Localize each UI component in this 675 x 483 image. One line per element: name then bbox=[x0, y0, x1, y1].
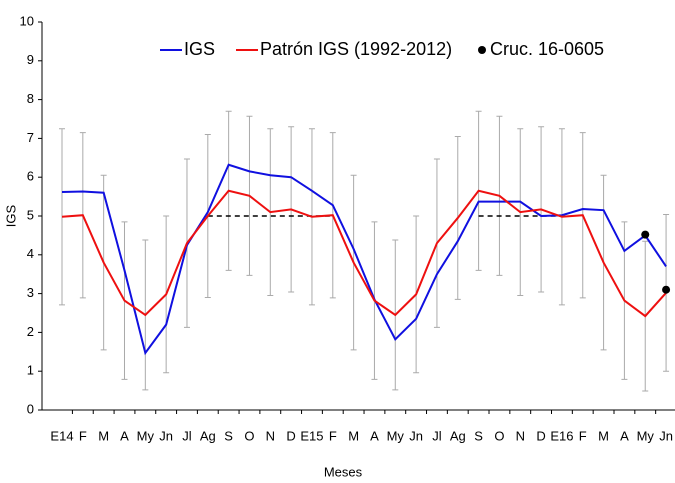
x-tick-label: Jl bbox=[182, 428, 192, 443]
x-tick-label: M bbox=[348, 428, 359, 443]
legend-label: Cruc. 16-0605 bbox=[490, 39, 604, 59]
x-tick-label: A bbox=[120, 428, 129, 443]
x-tick-label: D bbox=[286, 428, 295, 443]
x-tick-label: E14 bbox=[50, 428, 73, 443]
x-tick-label: My bbox=[137, 428, 155, 443]
x-tick-label: F bbox=[579, 428, 587, 443]
x-tick-label: N bbox=[266, 428, 275, 443]
x-tick-label: D bbox=[536, 428, 545, 443]
x-tick-label: Jn bbox=[409, 428, 423, 443]
x-tick-label: M bbox=[98, 428, 109, 443]
series-line bbox=[61, 189, 667, 318]
y-tick-label: 0 bbox=[27, 401, 34, 416]
x-tick-label: M bbox=[598, 428, 609, 443]
x-tick-label: Jl bbox=[432, 428, 442, 443]
y-tick-label: 1 bbox=[27, 363, 34, 378]
point bbox=[662, 285, 671, 294]
x-tick-label: Ag bbox=[200, 428, 216, 443]
y-tick-label: 3 bbox=[27, 285, 34, 300]
x-tick-label: F bbox=[79, 428, 87, 443]
x-axis-label: Meses bbox=[324, 464, 363, 479]
x-tick-label: S bbox=[474, 428, 483, 443]
y-tick-label: 4 bbox=[27, 246, 34, 261]
x-tick-label: A bbox=[370, 428, 379, 443]
x-tick-label: My bbox=[387, 428, 405, 443]
x-tick-label: O bbox=[244, 428, 254, 443]
legend-marker bbox=[478, 46, 486, 54]
x-tick-label: A bbox=[620, 428, 629, 443]
y-tick-label: 6 bbox=[27, 169, 34, 184]
x-tick-label: F bbox=[329, 428, 337, 443]
y-tick-label: 2 bbox=[27, 324, 34, 339]
point bbox=[641, 230, 650, 239]
legend-label: IGS bbox=[184, 39, 215, 59]
x-tick-label: Jn bbox=[159, 428, 173, 443]
y-axis-label: IGS bbox=[3, 204, 18, 227]
x-tick-label: Ag bbox=[450, 428, 466, 443]
y-tick-label: 7 bbox=[27, 130, 34, 145]
legend-label: Patrón IGS (1992-2012) bbox=[260, 39, 452, 59]
x-tick-label: S bbox=[224, 428, 233, 443]
x-tick-label: Jn bbox=[659, 428, 673, 443]
y-tick-label: 5 bbox=[27, 207, 34, 222]
y-tick-label: 10 bbox=[20, 13, 34, 28]
series-line bbox=[61, 163, 667, 356]
y-tick-label: 8 bbox=[27, 91, 34, 106]
y-tick-label: 9 bbox=[27, 52, 34, 67]
x-tick-label: My bbox=[637, 428, 655, 443]
x-tick-label: E15 bbox=[300, 428, 323, 443]
x-tick-label: N bbox=[516, 428, 525, 443]
x-tick-label: O bbox=[494, 428, 504, 443]
x-tick-label: E16 bbox=[550, 428, 573, 443]
